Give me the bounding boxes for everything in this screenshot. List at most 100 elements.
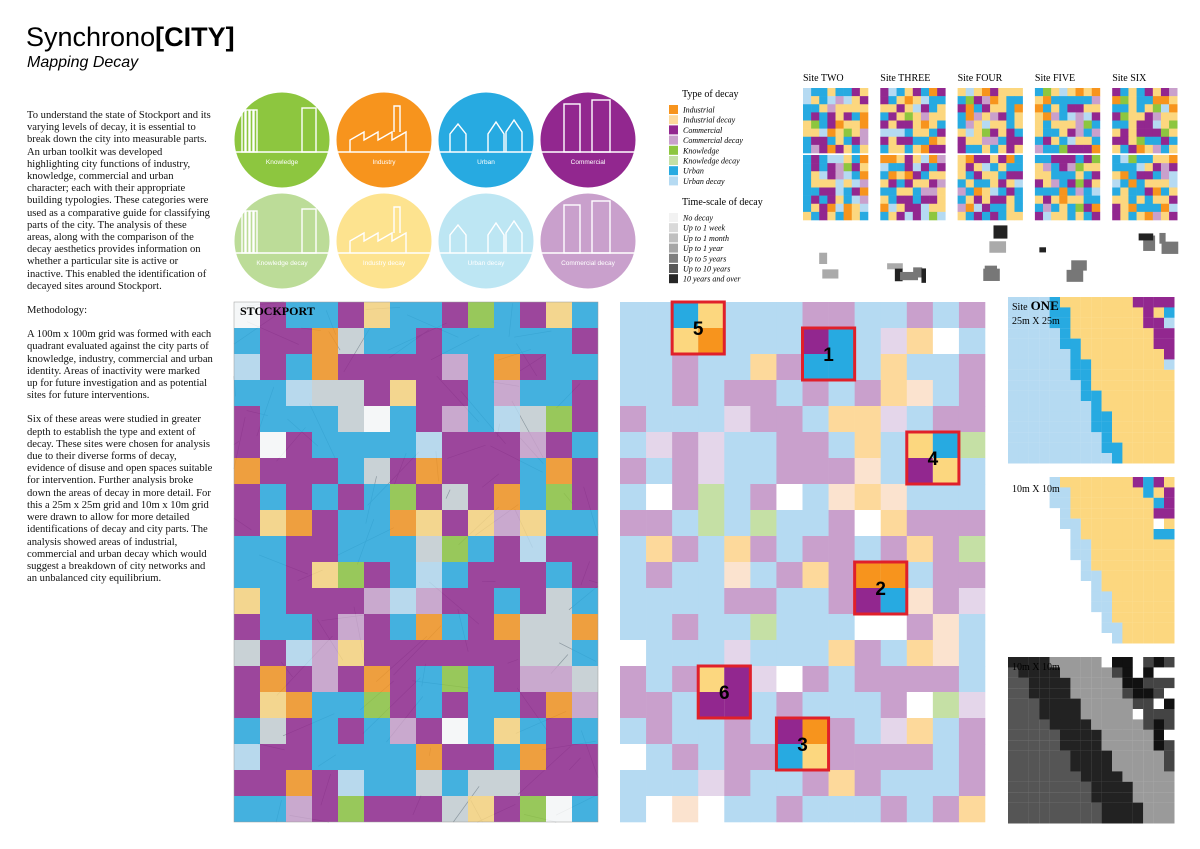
site-cell — [1059, 195, 1068, 205]
site-one-cell — [1143, 570, 1154, 582]
site-one-cell — [1122, 549, 1133, 561]
site-cell — [1091, 179, 1101, 188]
map-cell — [572, 562, 598, 588]
site-cell — [1144, 187, 1154, 196]
site-box — [670, 300, 726, 356]
site-one-cell — [1164, 390, 1175, 402]
site-one-cell — [1028, 349, 1040, 360]
site-one-cell — [1153, 709, 1165, 720]
decay-cell — [906, 484, 934, 511]
decay-cell — [776, 302, 803, 329]
site-cell — [1014, 203, 1023, 213]
decay-cell — [880, 666, 908, 693]
site-one-cell — [1070, 432, 1081, 443]
site-cell — [1120, 179, 1129, 188]
site-one-cell — [1060, 317, 1071, 329]
building-icon — [236, 107, 328, 153]
decay-cell — [672, 770, 699, 797]
decay-cell — [620, 562, 647, 589]
site-one-cell — [1008, 297, 1019, 308]
site-cell — [896, 211, 905, 221]
map-cell — [546, 432, 572, 458]
city-part-circle — [539, 91, 637, 189]
map-cell — [520, 692, 546, 718]
site-cell — [904, 171, 914, 180]
site-one-cell — [1101, 698, 1113, 710]
site-one-cell — [1164, 740, 1175, 751]
site-one-cell — [1049, 297, 1061, 308]
site-one-cell — [1039, 771, 1050, 782]
map-cell — [286, 640, 312, 666]
map-cell — [416, 432, 442, 458]
site-one-cell — [1028, 591, 1040, 602]
site-one-cell — [1018, 539, 1029, 550]
site-one-cell — [1164, 802, 1175, 814]
site-cell — [1169, 179, 1178, 188]
map-cell — [286, 380, 312, 406]
site-one-cell — [1008, 549, 1019, 561]
site-cell — [920, 88, 930, 97]
factory — [349, 105, 407, 152]
site-one-cell — [1070, 677, 1081, 689]
site-cell — [912, 144, 922, 154]
site-one-cell — [1060, 677, 1071, 689]
site-cell — [1043, 136, 1052, 146]
map-cell — [416, 354, 442, 380]
site-one-cell — [1122, 432, 1133, 443]
site-one-cell — [1101, 529, 1113, 540]
legend-swatch — [669, 135, 678, 145]
map-cell — [416, 718, 442, 744]
site-one-cell — [1153, 442, 1165, 454]
site-cell — [1014, 144, 1023, 154]
site-one-cell — [1091, 518, 1102, 530]
site-one-cell — [1153, 297, 1165, 308]
site-cell — [1160, 203, 1170, 213]
site-cell — [888, 128, 897, 138]
site-cell — [904, 144, 914, 154]
map-cell — [364, 302, 390, 328]
site-cell — [973, 96, 983, 105]
decay-cell — [802, 770, 829, 797]
site-cell — [937, 88, 946, 97]
decay-cell — [646, 510, 673, 537]
legend-swatch — [669, 105, 678, 114]
site-cell — [1043, 155, 1052, 164]
map-cell — [260, 432, 286, 458]
site-cell — [803, 203, 812, 213]
site-one-cell — [1112, 601, 1123, 613]
site-cell — [937, 136, 946, 146]
site-one-cell — [1091, 411, 1102, 422]
site-cell — [937, 171, 946, 180]
site-one-cell — [1153, 813, 1165, 824]
decay-cell — [854, 328, 882, 355]
site-cell — [1144, 128, 1154, 138]
site-cell — [1083, 120, 1093, 129]
decay-cell — [776, 510, 803, 537]
site-cell — [1067, 88, 1076, 97]
legend-swatch — [669, 176, 678, 186]
decay-cell — [750, 536, 777, 563]
site-cell — [1112, 96, 1121, 105]
site-one-cell — [1060, 781, 1071, 793]
map-cell — [572, 406, 598, 432]
site-cell — [859, 120, 869, 129]
site-one-cell — [1039, 740, 1050, 751]
site-cell — [811, 128, 820, 138]
site-cell — [929, 104, 938, 113]
site-one-cell — [1039, 622, 1050, 634]
site-one-cell — [1164, 688, 1175, 699]
site-one-cell — [1070, 792, 1081, 803]
map-cell — [546, 692, 572, 718]
site-one-cell — [1112, 612, 1123, 623]
decay-cell — [646, 302, 673, 329]
site-one-cell — [1132, 633, 1144, 644]
decay-cell — [776, 432, 803, 459]
site-cell — [880, 588, 907, 614]
site-cell — [920, 128, 930, 138]
site-cell — [835, 112, 844, 121]
site-one-cell — [1080, 709, 1092, 720]
site-cell — [998, 179, 1007, 188]
site-one-cell — [1091, 508, 1102, 519]
site-one-cell — [1018, 688, 1029, 699]
decay-cell — [724, 484, 751, 511]
